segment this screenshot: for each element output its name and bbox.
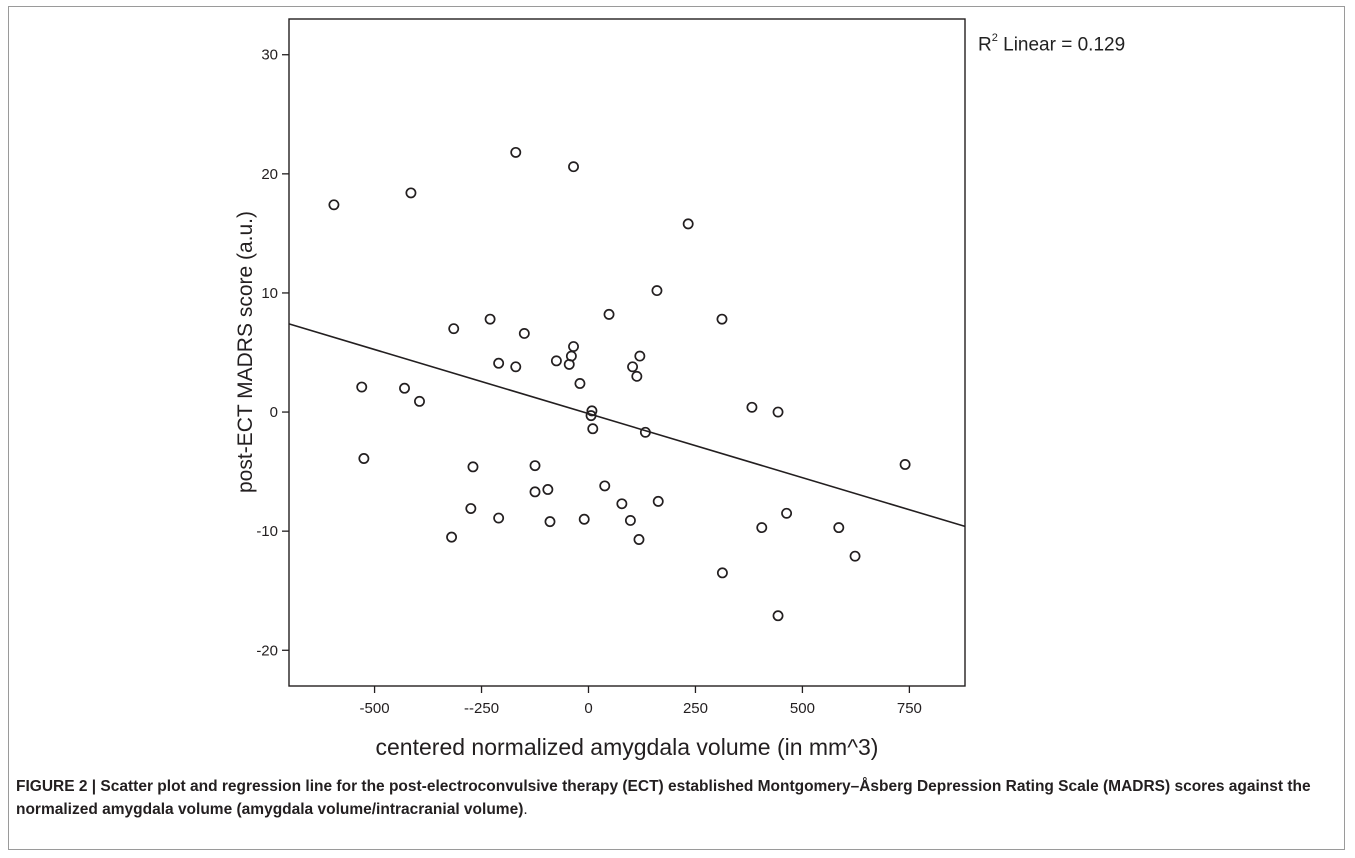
x-axis: -500 --250 0 250 500 750	[360, 686, 922, 717]
x-tick-label: --250	[464, 700, 499, 717]
data-point	[563, 358, 575, 370]
figure-frame	[8, 6, 1345, 850]
plot-area	[288, 18, 966, 687]
data-point	[550, 355, 562, 367]
data-point	[772, 610, 784, 622]
caption-end-text: .	[523, 801, 528, 818]
data-point	[781, 507, 793, 519]
x-tick-label: 500	[790, 700, 815, 717]
y-tick-label: -10	[256, 523, 278, 540]
data-point	[414, 395, 425, 407]
data-point	[756, 522, 768, 534]
data-point	[542, 484, 554, 495]
data-point	[568, 341, 579, 352]
caption-bold-text: FIGURE 2 | Scatter plot and regression l…	[16, 778, 1311, 818]
data-point	[849, 550, 861, 562]
data-point	[578, 513, 590, 525]
data-point	[446, 531, 458, 543]
data-point	[529, 486, 541, 498]
data-point	[633, 534, 645, 545]
data-point	[518, 327, 530, 339]
data-point	[599, 480, 611, 492]
y-tick-label: 30	[261, 47, 278, 64]
data-point	[493, 512, 505, 524]
data-point	[484, 313, 496, 325]
data-points	[328, 146, 911, 622]
data-point	[616, 498, 628, 510]
y-tick-label: 10	[261, 285, 278, 302]
data-point	[585, 410, 597, 422]
data-point	[356, 381, 368, 393]
r-squared-annotation: R2 Linear = 0.129	[978, 32, 1126, 56]
regression-line	[288, 323, 966, 528]
data-point	[603, 308, 615, 320]
x-axis-title: centered normalized amygdala volume (in …	[376, 734, 879, 760]
data-point	[652, 495, 664, 507]
r2-sup: 2	[991, 32, 998, 44]
data-point	[465, 503, 477, 514]
r2-text: Linear = 0.129	[997, 34, 1126, 56]
figure-caption: FIGURE 2 | Scatter plot and regression l…	[16, 775, 1336, 821]
y-axis-title: post-ECT MADRS score (a.u.)	[234, 211, 257, 493]
data-point	[510, 146, 522, 158]
data-point	[651, 285, 663, 297]
data-point	[716, 313, 728, 325]
data-point	[746, 401, 758, 413]
data-point	[899, 459, 911, 470]
y-axis: -20 -10 0 10 20 30	[256, 47, 289, 659]
y-tick-label: 0	[270, 404, 278, 421]
data-point	[624, 514, 636, 526]
x-tick-label: 0	[584, 700, 592, 717]
data-point	[833, 522, 845, 534]
data-point	[399, 382, 410, 394]
data-point	[634, 350, 646, 362]
data-point	[568, 161, 579, 173]
regression-line-group	[288, 323, 966, 528]
x-tick-label: 250	[683, 700, 708, 717]
data-point	[682, 218, 694, 230]
data-point	[631, 370, 643, 382]
data-point	[716, 567, 728, 579]
data-point	[772, 406, 784, 418]
x-tick-label: -500	[360, 700, 390, 717]
data-point	[493, 357, 505, 369]
y-tick-label: 20	[261, 166, 278, 183]
data-point	[405, 187, 417, 199]
data-point	[510, 361, 522, 373]
data-point	[544, 516, 556, 528]
data-point	[448, 323, 460, 335]
x-tick-label: 750	[897, 700, 922, 717]
data-point	[467, 461, 479, 473]
data-point	[328, 199, 340, 211]
y-tick-label: -20	[256, 642, 278, 659]
data-point	[529, 460, 541, 472]
data-point	[639, 426, 651, 438]
r2-base: R	[978, 34, 992, 56]
data-point	[358, 453, 370, 464]
data-point	[587, 423, 599, 435]
data-point	[586, 405, 598, 417]
data-point	[574, 378, 586, 389]
data-point	[627, 361, 639, 373]
